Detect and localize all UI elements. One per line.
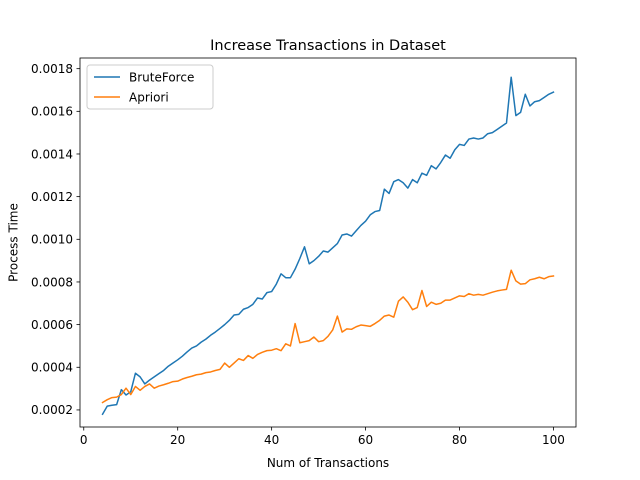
y-tick-label: 0.0008	[31, 275, 73, 289]
series-line-apriori	[101, 269, 555, 404]
x-tick-label: 0	[80, 433, 88, 447]
legend: BruteForce Apriori	[86, 64, 214, 110]
y-tick-label: 0.0006	[31, 318, 73, 332]
y-tick-label: 0.0012	[31, 190, 73, 204]
x-tick-label: 40	[264, 433, 279, 447]
x-tick-label: 20	[170, 433, 185, 447]
y-axis-label: Process Time	[7, 203, 21, 282]
legend-label-bruteforce: BruteForce	[129, 70, 194, 84]
x-tick-label: 80	[452, 433, 467, 447]
chart-title: Increase Transactions in Dataset	[210, 38, 446, 54]
y-tick-label: 0.0018	[31, 62, 73, 76]
series-layer	[101, 76, 555, 416]
x-axis-label: Num of Transactions	[267, 456, 389, 470]
y-tick-label: 0.0004	[31, 361, 73, 375]
y-tick-label: 0.0014	[31, 147, 73, 161]
x-tick-label: 100	[542, 433, 565, 447]
y-tick-label: 0.0010	[31, 233, 73, 247]
legend-label-apriori: Apriori	[129, 90, 169, 104]
y-tick-label: 0.0016	[31, 105, 73, 119]
series-line-bruteforce	[101, 76, 555, 416]
x-axis: 0 20 40 60 80 100	[80, 427, 565, 447]
x-tick-label: 60	[358, 433, 373, 447]
plot-area	[80, 58, 576, 427]
legend-box	[86, 64, 214, 110]
y-axis: 0.0002 0.0004 0.0006 0.0008 0.0010 0.0012 0.00…	[31, 62, 80, 417]
plot-frame	[79, 57, 577, 428]
y-tick-label: 0.0002	[31, 403, 73, 417]
